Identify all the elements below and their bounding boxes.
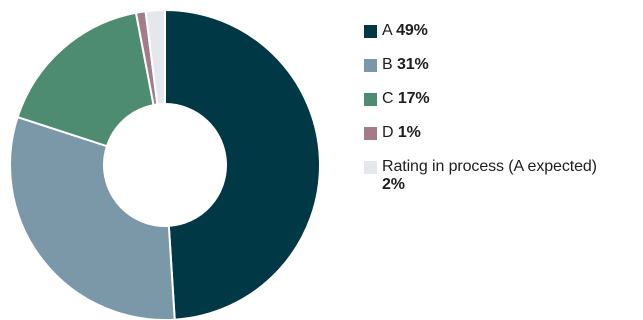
legend-swatch-rating-in-process <box>364 161 377 174</box>
legend-value-c: 17% <box>397 90 430 107</box>
legend-value-d: 1% <box>397 124 421 141</box>
legend-swatch-c <box>364 93 377 106</box>
legend-item-a: A 49% <box>364 22 643 40</box>
legend-item-rating-in-process: Rating in process (A expected) 2% <box>364 158 643 194</box>
legend-item-c: C 17% <box>364 90 643 108</box>
legend-text-rating-in-process: Rating in process (A expected) 2% <box>382 158 597 194</box>
legend-text-c: C 17% <box>382 90 430 108</box>
legend-label-d: D <box>382 124 394 141</box>
legend-swatch-b <box>364 59 377 72</box>
donut-slice-a <box>164 8 321 320</box>
legend-value-rating-in-process: 2% <box>382 176 405 193</box>
legend-value-b: 31% <box>396 56 429 73</box>
legend-value-a: 49% <box>396 22 428 39</box>
legend-label-a: A <box>382 22 392 39</box>
legend-label-c: C <box>382 90 394 107</box>
donut-slice-b <box>9 115 176 320</box>
legend-label-b: B <box>382 56 393 73</box>
legend-text-b: B 31% <box>382 56 429 74</box>
chart-legend: A 49% B 31% C 17% D 1% Rating in process… <box>364 22 643 210</box>
legend-item-d: D 1% <box>364 124 643 142</box>
legend-text-d: D 1% <box>382 124 421 142</box>
legend-swatch-d <box>364 127 377 140</box>
donut-slice-rating-in-process <box>144 8 166 106</box>
donut-chart <box>9 8 321 320</box>
legend-label-rating-in-process: Rating in process (A expected) <box>382 158 597 175</box>
legend-swatch-a <box>364 25 377 38</box>
donut-slice-c <box>16 11 155 148</box>
legend-item-b: B 31% <box>364 56 643 74</box>
legend-text-a: A 49% <box>382 22 428 40</box>
